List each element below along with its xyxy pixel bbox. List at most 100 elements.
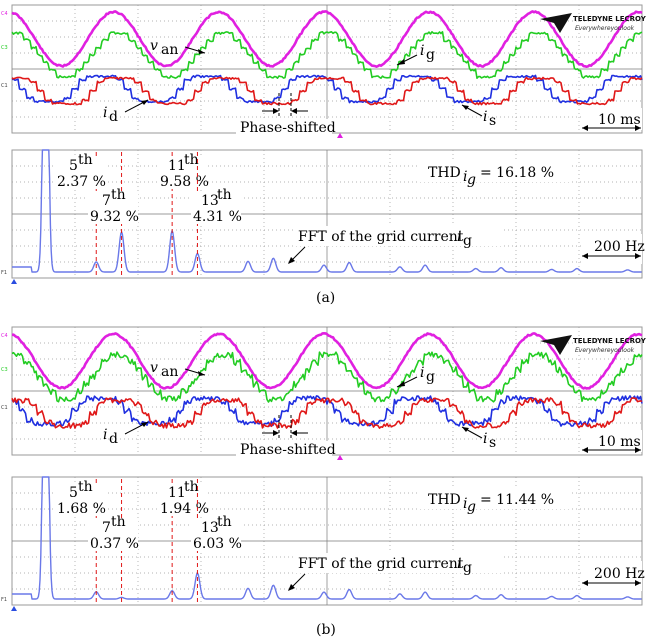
harmonic-value: 6.03 %: [193, 536, 242, 552]
phase-arrowhead-left: [273, 108, 279, 114]
phase-label: Phase-shifted: [240, 120, 336, 136]
harmonic-label-bg: [88, 519, 138, 551]
channel-tag: C4: [1, 11, 8, 17]
logo-tagline: Everywhereyoulook: [575, 25, 635, 32]
logo-mark-icon: [540, 335, 572, 355]
freq-scale-label: 200 Hz: [594, 566, 645, 582]
harmonic-label-bg: [191, 519, 241, 551]
phase-arrowhead-right: [291, 430, 297, 436]
thd-subscript: i: [463, 496, 467, 512]
harmonic-order-sup: th: [78, 479, 93, 495]
lecroy-logo: TELEDYNE LECROY Everywhereyoulook: [540, 13, 647, 33]
thd-subscript: i: [463, 169, 467, 185]
channel-tag: C1: [1, 83, 8, 89]
ig-arrowhead: [397, 381, 405, 387]
harmonic-order-sup: th: [217, 514, 232, 530]
channel-tag: C3: [1, 367, 8, 373]
id-label: i: [103, 427, 107, 443]
is-trace: [11, 397, 643, 429]
harmonic-order: 13: [201, 520, 219, 536]
harmonic-label-bg: [158, 157, 208, 189]
trigger-marker-icon: [337, 133, 343, 138]
id-label: i: [103, 105, 107, 121]
caption-a: (a): [316, 290, 335, 306]
harmonic-order: 13: [201, 193, 219, 209]
thd-subsubscript: g: [467, 172, 476, 188]
fft-label-bg: [294, 226, 504, 246]
is-subscript: s: [489, 113, 496, 129]
channel-tag: C1: [1, 405, 8, 411]
scale-bg: [582, 108, 642, 130]
scale-bg: [582, 430, 642, 452]
fft-label: FFT of the grid current: [298, 229, 464, 245]
harmonic-label-bg: [191, 192, 241, 224]
thd-label: THD: [428, 492, 461, 508]
id-trace: [11, 395, 643, 427]
harmonic-label-bg: [55, 484, 105, 516]
freq-scale-arrow-left: [582, 580, 588, 586]
harmonic-order: 5: [69, 158, 78, 174]
van-arrowhead: [198, 371, 205, 376]
thd-value: = 16.18 %: [480, 165, 554, 181]
harmonic-order: 11: [168, 485, 186, 501]
logo-mark-icon: [540, 13, 572, 33]
is-subscript: s: [489, 435, 496, 451]
harmonic-value: 2.37 %: [57, 174, 106, 190]
id-subscript: d: [109, 431, 118, 447]
fft-channel-tag: F1: [1, 270, 7, 276]
harmonic-order: 11: [168, 158, 186, 174]
trigger-marker-icon: [337, 455, 343, 460]
harmonic-order-sup: th: [78, 152, 93, 168]
fft-origin-marker-icon: [11, 606, 17, 611]
harmonic-value: 9.58 %: [160, 174, 209, 190]
time-scale-label: 10 ms: [598, 112, 641, 128]
phase-label-bg: [236, 119, 332, 135]
van-label: v: [150, 38, 158, 54]
harmonic-value: 9.32 %: [90, 209, 139, 225]
fft-trace: [12, 476, 642, 600]
thd-subsubscript: g: [467, 499, 476, 515]
van-subscript: an: [161, 364, 178, 380]
fft-channel-tag: F1: [1, 597, 7, 603]
freq-scale-bg: [582, 561, 642, 591]
fft-label-symbol: i: [457, 229, 461, 245]
is-arrowhead: [462, 427, 469, 432]
harmonic-order-sup: th: [184, 152, 199, 168]
thd-bg: [420, 487, 570, 509]
ig-trace: [11, 30, 643, 79]
freq-scale-label: 200 Hz: [594, 239, 645, 255]
channel-tag: C3: [1, 45, 8, 51]
caption-b: (b): [316, 622, 336, 638]
harmonic-label-bg: [158, 484, 208, 516]
fft-trace: [12, 149, 642, 273]
scale-arrow-right: [635, 125, 641, 131]
ig-label: i: [420, 365, 424, 381]
phase-label: Phase-shifted: [240, 442, 336, 458]
fft-origin-marker-icon: [11, 279, 17, 284]
is-label: i: [483, 431, 487, 447]
harmonic-value: 0.37 %: [90, 536, 139, 552]
van-subscript: an: [161, 42, 178, 58]
harmonic-order: 7: [102, 520, 111, 536]
scale-arrow-left: [582, 447, 588, 453]
is-label: i: [483, 109, 487, 125]
time-scale-label: 10 ms: [598, 434, 641, 450]
ig-trace: [11, 351, 643, 403]
ig-arrowhead: [397, 59, 405, 65]
van-arrowhead: [198, 49, 205, 54]
van-trace: [11, 10, 643, 68]
harmonic-order: 5: [69, 485, 78, 501]
scale-arrow-left: [582, 125, 588, 131]
fft-arrowhead: [288, 257, 295, 264]
ig-label: i: [420, 43, 424, 59]
ig-subscript: g: [426, 47, 435, 63]
harmonic-order-sup: th: [184, 479, 199, 495]
harmonic-order-sup: th: [111, 514, 126, 530]
freq-scale-arrow-left: [582, 253, 588, 259]
freq-scale-bg: [582, 234, 642, 264]
